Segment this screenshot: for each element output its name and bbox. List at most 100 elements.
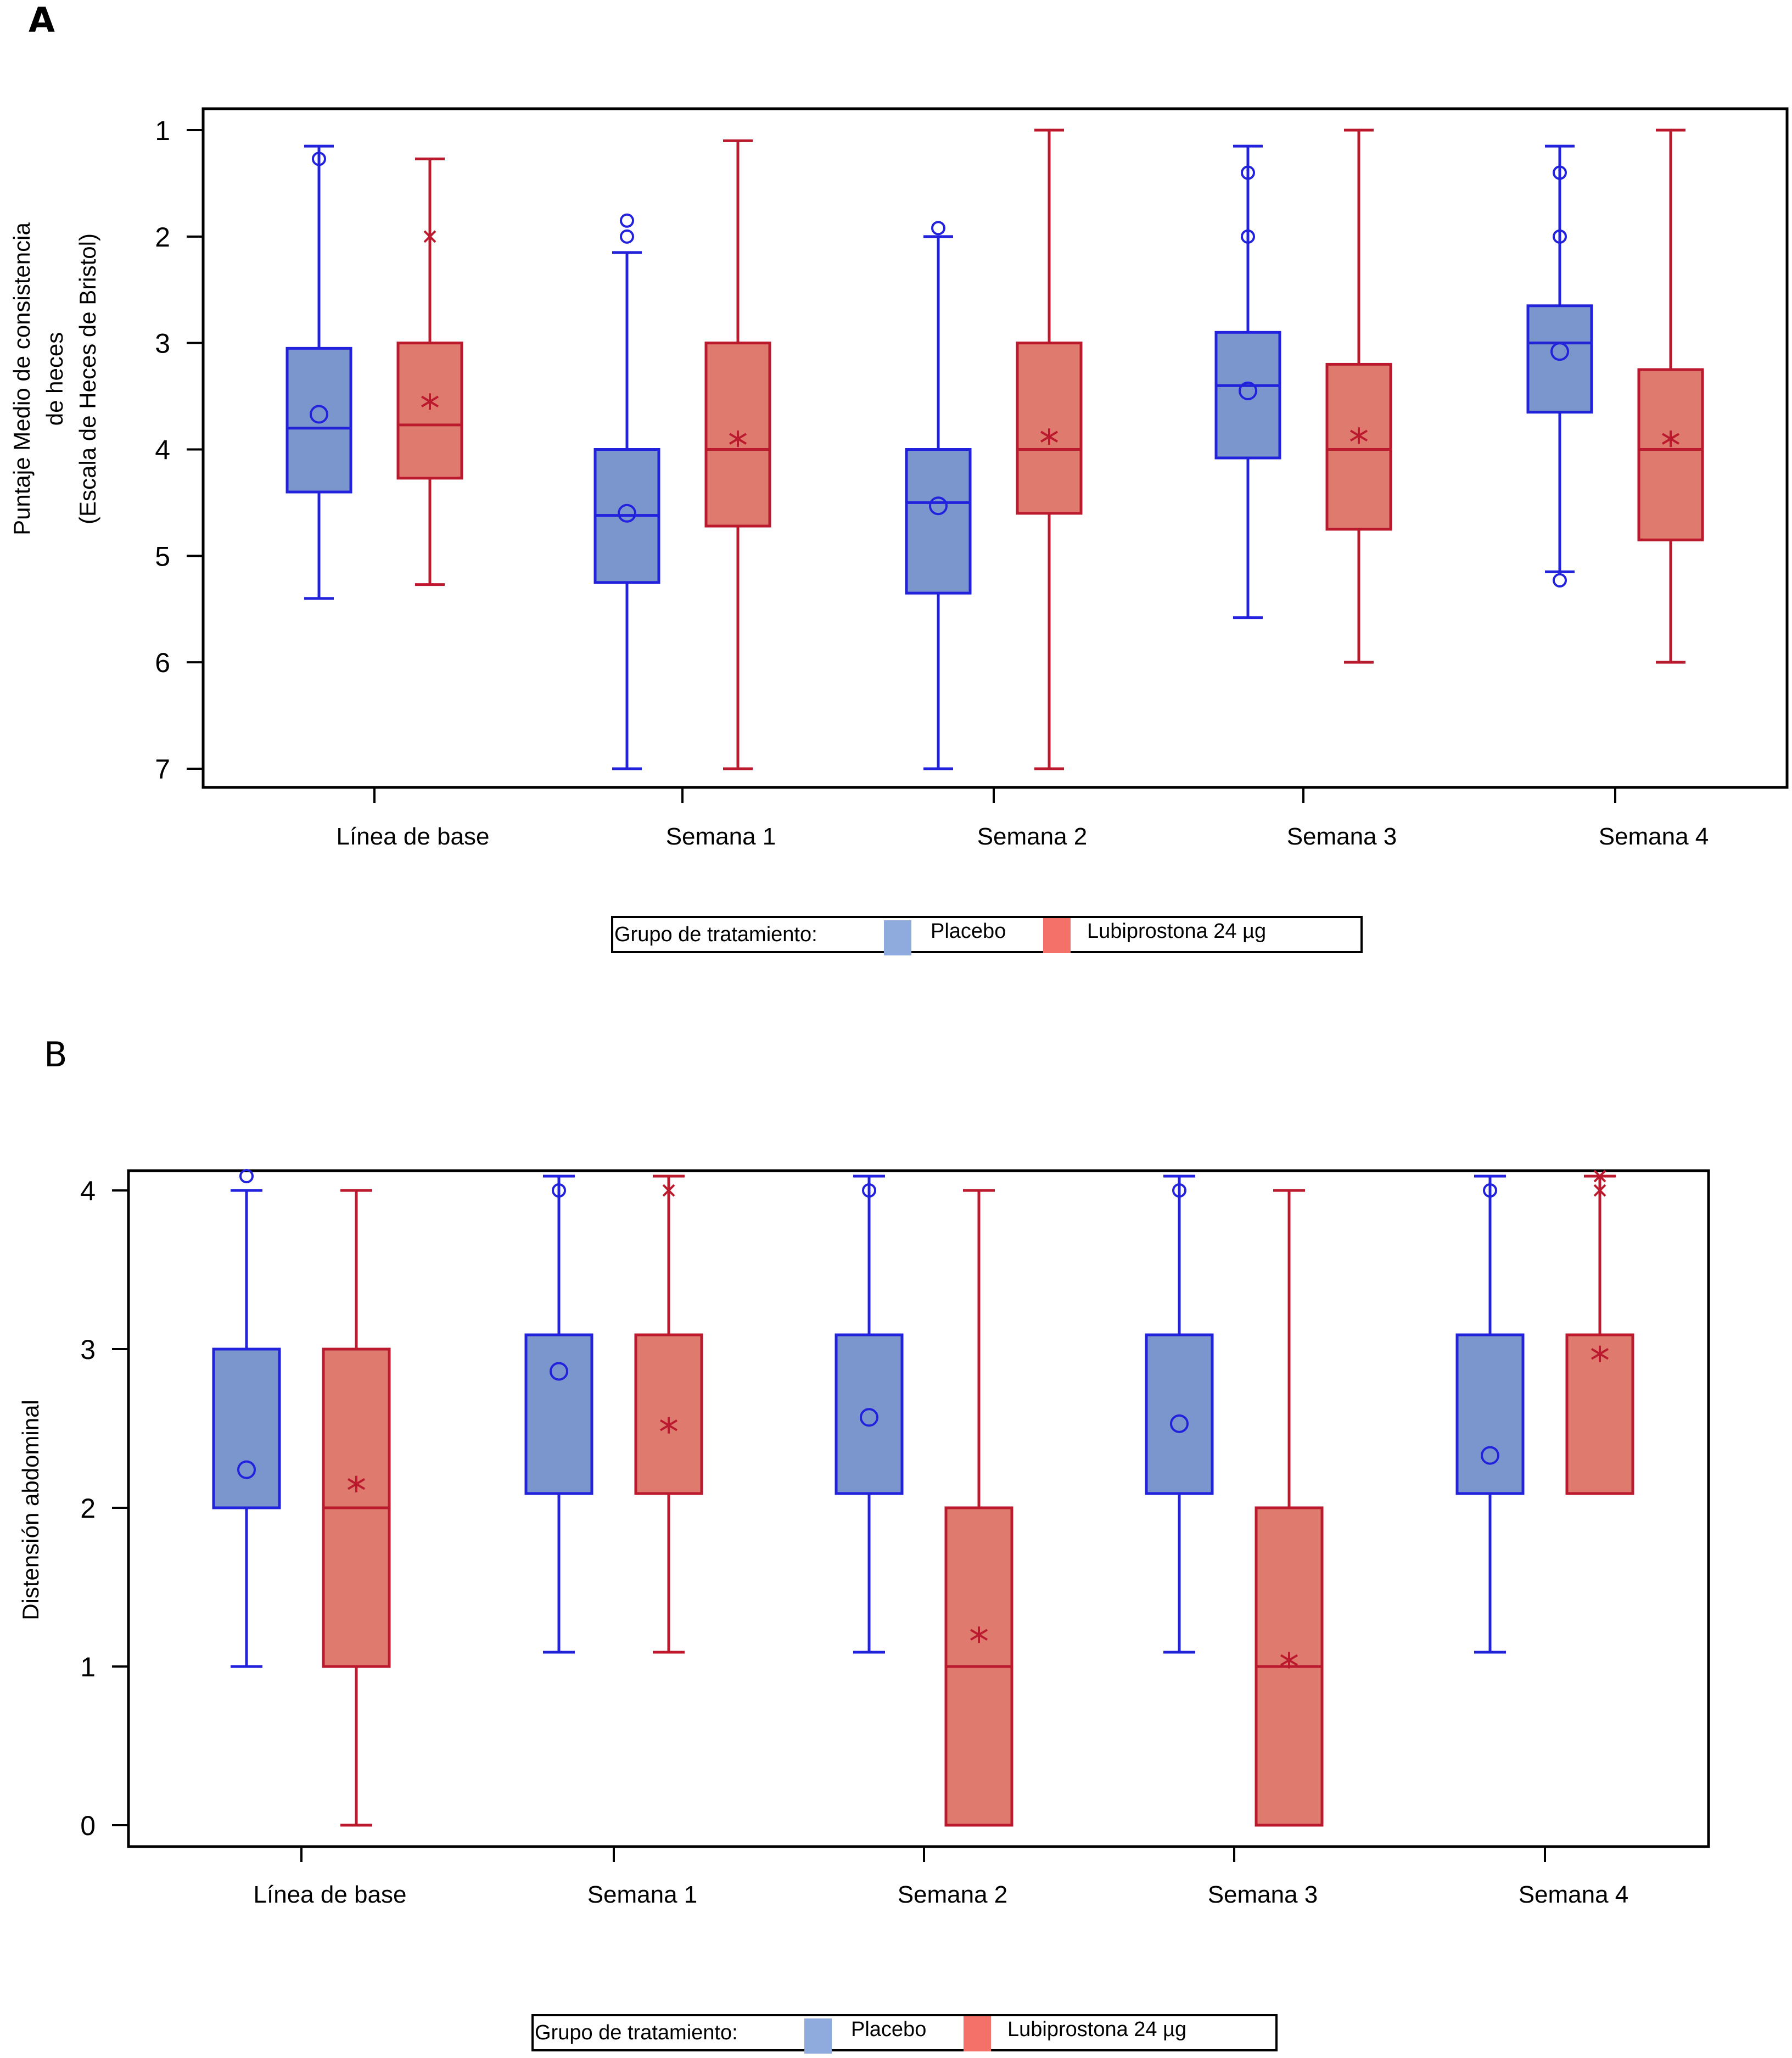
legend-label-lubiprostone: Lubiprostona 24 µg xyxy=(1087,920,1266,943)
box xyxy=(285,346,352,494)
asterisk-stroke xyxy=(659,1419,678,1431)
mean-marker xyxy=(1280,1652,1298,1669)
x-tick-label: Semana 4 xyxy=(1519,1881,1629,1908)
cross-stroke xyxy=(1593,1184,1606,1197)
panel-a-letter: A xyxy=(29,0,55,40)
legend-title: Grupo de tratamiento: xyxy=(614,923,817,946)
mean-marker xyxy=(347,1475,366,1492)
y-tick-label: 1 xyxy=(155,115,170,146)
panel-b-letter: B xyxy=(44,1034,68,1075)
outlier-point xyxy=(1172,1183,1186,1198)
outlier-point xyxy=(552,1183,566,1198)
box xyxy=(835,1333,904,1495)
y-tick-label: 2 xyxy=(80,1493,96,1524)
y-tick-label: 7 xyxy=(155,754,170,785)
y-tick-label: 0 xyxy=(80,1810,96,1841)
mean-marker xyxy=(1349,427,1368,444)
mean-marker xyxy=(237,1460,256,1479)
y-tick-label: 1 xyxy=(80,1652,96,1682)
y-tick-label: 6 xyxy=(155,647,170,678)
box xyxy=(1455,1333,1525,1495)
outlier-point xyxy=(312,152,326,166)
x-tick-label: Línea de base xyxy=(337,823,490,850)
box xyxy=(212,1347,281,1509)
asterisk-stroke xyxy=(1280,1654,1298,1666)
box xyxy=(1214,331,1281,460)
y-tick-label: 4 xyxy=(80,1176,96,1206)
outlier-point xyxy=(1553,229,1567,244)
y-tick-label: 2 xyxy=(155,222,170,253)
x-tick-label: Semana 3 xyxy=(1287,823,1397,850)
y-tick-label: 3 xyxy=(80,1334,96,1365)
asterisk-stroke xyxy=(729,433,747,445)
mean-marker xyxy=(1170,1414,1189,1433)
mean-marker xyxy=(618,504,636,523)
asterisk-stroke xyxy=(1349,429,1368,442)
mean-marker xyxy=(1591,1345,1609,1362)
legend-frame xyxy=(531,2014,1278,2051)
box xyxy=(905,448,972,595)
panel-b-chart: 0 1 2 3 4 Distensión abdominal Línea de base Se… xyxy=(18,1168,1710,2054)
outlier-point xyxy=(931,221,945,236)
asterisk-stroke xyxy=(1591,1347,1609,1360)
outlier-point xyxy=(862,1183,876,1198)
legend-frame xyxy=(611,916,1363,953)
mean-marker xyxy=(1661,430,1680,448)
y-tick-label: 3 xyxy=(155,328,170,359)
cross-stroke xyxy=(1593,1170,1606,1183)
outlier-point xyxy=(1241,165,1255,180)
x-tick-label: Semana 1 xyxy=(587,1881,698,1908)
mean-marker xyxy=(310,405,328,424)
asterisk-stroke xyxy=(1040,430,1059,443)
outlier-point xyxy=(620,213,634,228)
legend-label-lubiprostone: Lubiprostona 24 µg xyxy=(1007,2018,1186,2041)
mean-marker xyxy=(929,496,948,516)
legend-title: Grupo de tratamiento: xyxy=(535,2021,738,2044)
x-tick-label: Semana 1 xyxy=(666,823,776,850)
box xyxy=(1637,368,1704,541)
outlier-point xyxy=(423,230,436,243)
x-tick-label: Línea de base xyxy=(254,1881,407,1908)
cross-stroke xyxy=(423,230,436,243)
box xyxy=(524,1333,593,1495)
outlier-point xyxy=(1241,229,1255,244)
mean-marker xyxy=(1550,342,1569,361)
asterisk-stroke xyxy=(1661,433,1680,445)
plot-frame xyxy=(201,107,1789,789)
y-axis-label: Puntaje Medio de consistencia xyxy=(9,222,35,535)
outlier-point xyxy=(1593,1184,1606,1197)
legend-swatch-placebo xyxy=(884,920,911,955)
box xyxy=(634,1333,703,1495)
y-axis-label: Distensión abdominal xyxy=(18,1400,43,1620)
outlier-point xyxy=(1553,165,1567,180)
mean-marker xyxy=(1040,428,1059,445)
outlier-point xyxy=(1553,573,1567,588)
x-tick-label: Semana 2 xyxy=(977,823,1088,850)
mean-marker xyxy=(421,393,439,410)
mean-marker xyxy=(1481,1446,1499,1465)
x-tick-label: Semana 3 xyxy=(1208,1881,1318,1908)
mean-marker xyxy=(1239,381,1257,400)
legend: Grupo de tratamiento: Placebo Lubiprostona… xyxy=(611,916,1363,955)
x-tick-label: Semana 4 xyxy=(1599,823,1709,850)
legend-label-placebo: Placebo xyxy=(851,2018,926,2041)
asterisk-stroke xyxy=(347,1478,366,1490)
cross-stroke xyxy=(662,1184,675,1197)
y-axis-label: de heces xyxy=(42,332,68,426)
outlier-point xyxy=(1593,1170,1606,1183)
box xyxy=(1016,342,1083,515)
mean-marker xyxy=(970,1626,988,1643)
box xyxy=(704,342,771,528)
x-tick-label: Semana 2 xyxy=(898,1881,1008,1908)
outlier-point xyxy=(662,1184,675,1197)
mean-marker xyxy=(550,1362,568,1381)
outlier-point xyxy=(620,229,634,244)
box xyxy=(1145,1333,1214,1495)
legend-label-placebo: Placebo xyxy=(931,920,1006,943)
mean-marker xyxy=(860,1408,878,1427)
panel-a-chart: 1 2 3 4 5 6 7 Puntaje Medio de consistencia de h… xyxy=(9,107,1789,955)
y-tick-label: 5 xyxy=(155,541,170,572)
asterisk-stroke xyxy=(421,395,439,407)
y-axis-label: (Escala de Heces de Bristol) xyxy=(75,233,100,524)
